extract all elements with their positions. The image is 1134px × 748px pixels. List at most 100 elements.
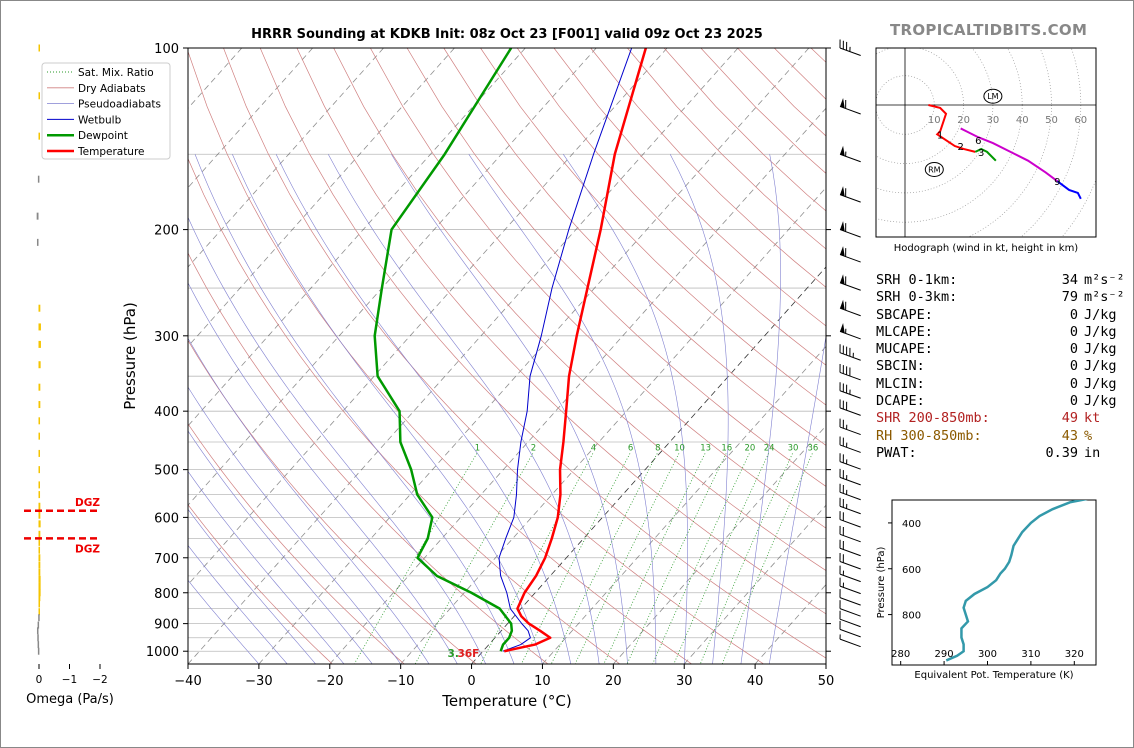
- barb-staff: [839, 330, 861, 340]
- barb-staff: [839, 585, 861, 595]
- legend-label: Dewpoint: [78, 130, 128, 142]
- x-tick-label: 0: [467, 674, 475, 689]
- omega-bar: [38, 340, 41, 348]
- isotherm-line: [542, 345, 826, 664]
- hodo-segment: [974, 147, 997, 162]
- dry-adiabat-line: [443, 48, 826, 446]
- wind-barb: [839, 553, 861, 570]
- stat-row: MLCIN: 0 J/kg: [876, 376, 1125, 393]
- omega-bar: [38, 554, 41, 562]
- stat-label: MLCIN:: [876, 375, 925, 392]
- omega-bar: [38, 466, 40, 474]
- barb-staff: [839, 426, 861, 436]
- wind-barb: [839, 511, 861, 528]
- wind-barb: [839, 453, 861, 470]
- wind-barb: [839, 565, 861, 583]
- stat-label: MLCAPE:: [876, 323, 933, 340]
- omega-bar: [38, 449, 40, 457]
- x-tick-label: 20: [605, 674, 622, 689]
- mixing-ratio-label: 20: [744, 443, 755, 453]
- dry-adiabat-line: [259, 48, 826, 659]
- dry-adiabat-line: [296, 48, 826, 615]
- isotherm-line: [188, 48, 455, 348]
- omega-bar: [38, 481, 40, 489]
- wind-barb: [839, 382, 861, 399]
- pseudoadiabat-line: [188, 430, 373, 664]
- barb-staff: [839, 628, 861, 638]
- omega-bar: [36, 238, 39, 246]
- omega-bar: [38, 561, 41, 569]
- dry-adiabat-line: [480, 48, 826, 406]
- y-tick-label: 300: [154, 330, 179, 345]
- legend-label: Sat. Mix. Ratio: [78, 67, 154, 79]
- x-tick-label: 10: [534, 674, 551, 689]
- hodograph-caption: Hodograph (wind in kt, height in km): [894, 243, 1079, 254]
- legend-label: Wetbulb: [78, 114, 122, 126]
- barb-staff: [839, 307, 861, 317]
- mixing-ratio-line: [721, 453, 813, 664]
- hodo-ring-label: 30: [987, 115, 1000, 126]
- hodo-ring-label: 50: [1045, 115, 1058, 126]
- omega-bar: [38, 608, 40, 616]
- barb-staff: [839, 618, 861, 628]
- legend-label: Pseudoadiabats: [78, 99, 161, 111]
- theta-frame: [891, 499, 1097, 666]
- wind-barb: [839, 322, 861, 340]
- omega-bar: [38, 530, 41, 538]
- theta-x-axis-label: Equivalent Pot. Temperature (K): [914, 670, 1073, 681]
- omega-bar: [38, 568, 41, 576]
- barb-staff: [839, 371, 861, 381]
- hodo-height-label: 3: [978, 148, 984, 159]
- omega-bar: [38, 582, 41, 590]
- barb-staff: [839, 491, 861, 501]
- isotherm-line: [683, 504, 826, 664]
- pseudoadiabat-line: [669, 154, 729, 664]
- y-tick-label: 400: [154, 405, 179, 420]
- barb-staff: [839, 561, 861, 570]
- pseudoadiabat-line: [194, 154, 515, 664]
- dry-adiabat-line: [188, 504, 333, 664]
- barb-staff: [839, 254, 861, 263]
- omega-bar: [38, 401, 41, 409]
- omega-bar: [38, 600, 41, 608]
- pseudoadiabat-line: [327, 154, 600, 664]
- dry-adiabat-line: [188, 252, 549, 664]
- omega-bar: [38, 304, 41, 312]
- pseudoadiabat-line: [188, 337, 430, 664]
- wind-barb: [839, 483, 861, 501]
- barb-flag: [840, 322, 845, 334]
- mixing-ratio-label: 36: [807, 443, 818, 453]
- surface-temp-label: 36F: [458, 648, 480, 660]
- omega-bar: [38, 502, 41, 510]
- dry-adiabat-line: [406, 48, 826, 487]
- barb-staff: [839, 638, 861, 648]
- stat-label: SBCIN:: [876, 358, 925, 375]
- barb-staff: [839, 407, 861, 416]
- dry-adiabat-line: [370, 48, 826, 529]
- hodo-ring-label: 20: [957, 115, 970, 126]
- stat-unit: kt: [1084, 410, 1101, 427]
- barb-staff: [839, 444, 861, 453]
- omega-bar: [38, 92, 40, 100]
- dry-adiabat-line: [333, 48, 826, 572]
- omega-bar: [38, 417, 41, 425]
- omega-tick-label: −1: [62, 674, 77, 686]
- mixing-ratio-line: [574, 453, 680, 664]
- stat-row: MLCAPE: 0 J/kg: [876, 324, 1125, 341]
- stat-row: SRH 0-1km: 34 m²s⁻²: [876, 272, 1125, 289]
- wind-barb: [839, 436, 861, 453]
- storm-motion-label: RM: [928, 165, 941, 174]
- wind-barb: [839, 39, 861, 56]
- y-tick-label: 200: [154, 224, 179, 239]
- isotherm-line: [613, 425, 826, 664]
- wind-barb: [839, 589, 861, 606]
- hodo-height-label: 1: [937, 130, 943, 141]
- wind-barb: [839, 186, 861, 203]
- mixing-ratio-line: [550, 453, 658, 664]
- stat-value: 0: [1069, 393, 1078, 410]
- stat-unit: J/kg: [1084, 358, 1117, 375]
- legend-label: Temperature: [77, 146, 145, 158]
- omega-bar: [37, 641, 40, 649]
- hodo-ring-label: 10: [928, 115, 941, 126]
- pseudoadiabat-line: [188, 579, 260, 664]
